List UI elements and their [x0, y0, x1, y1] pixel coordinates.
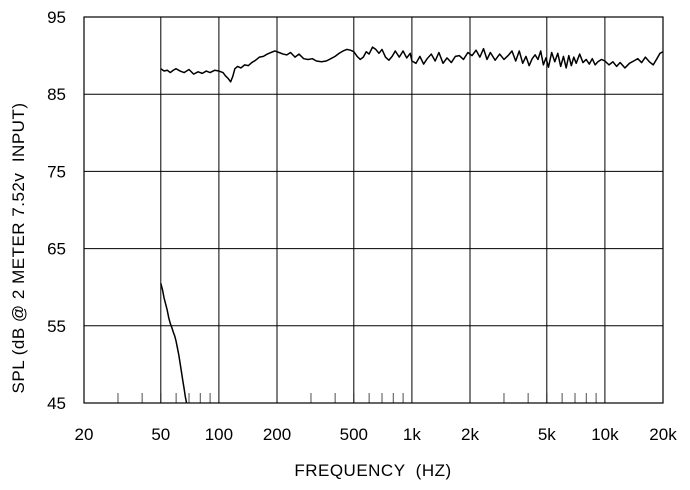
x-tick-label: 10k — [591, 425, 619, 444]
y-axis-label: SPL (dB @ 2 METER 7.52v INPUT) — [9, 103, 28, 394]
x-axis-label: FREQUENCY (HZ) — [294, 461, 451, 480]
x-tick-label: 100 — [205, 425, 233, 444]
x-tick-label: 200 — [263, 425, 291, 444]
x-tick-labels: 20 50 100 200 500 1k 2k 5k 10k 20k — [75, 425, 678, 444]
y-tick-label: 85 — [47, 85, 66, 104]
y-tick-label: 55 — [47, 317, 66, 336]
x-tick-label: 500 — [340, 425, 368, 444]
x-tick-label: 20 — [75, 425, 94, 444]
x-tick-label: 5k — [538, 425, 556, 444]
x-tick-label: 1k — [403, 425, 421, 444]
y-tick-label: 65 — [47, 240, 66, 259]
x-tick-label: 2k — [461, 425, 479, 444]
series-line-2 — [160, 283, 188, 404]
x-tick-label: 20k — [649, 425, 677, 444]
y-tick-label: 95 — [47, 8, 66, 27]
y-tick-labels: 45 55 65 75 85 95 — [47, 8, 66, 413]
series-layer — [160, 46, 664, 404]
y-tick-label: 75 — [47, 162, 66, 181]
grid — [84, 17, 663, 403]
plot-frame — [83, 16, 664, 404]
x-tick-label: 50 — [151, 425, 170, 444]
y-tick-label: 45 — [47, 394, 66, 413]
series-line-1 — [160, 46, 664, 83]
